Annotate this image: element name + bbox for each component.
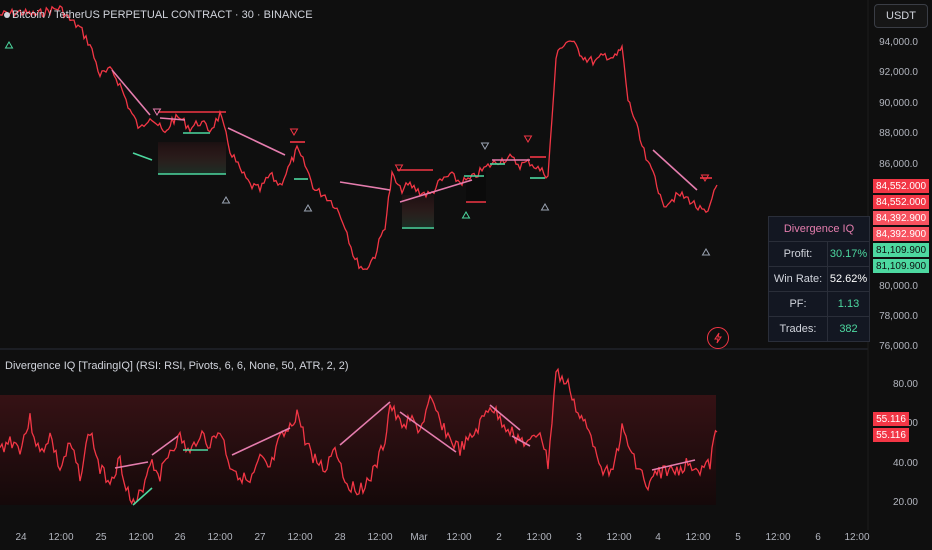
time-tick: 26 xyxy=(174,532,186,543)
time-tick: 12:00 xyxy=(685,532,711,543)
indicator-tick: 40.00 xyxy=(892,458,918,469)
divergence-line xyxy=(159,117,186,121)
buy-signal-marker xyxy=(221,196,231,204)
time-tick: Mar xyxy=(410,532,428,543)
stats-value: 52.62% xyxy=(829,273,868,285)
stats-key: Trades: xyxy=(769,317,828,341)
indicator-tick: 80.00 xyxy=(892,379,918,390)
price-tick: 76,000.0 xyxy=(879,341,918,352)
indicator-tick: 20.00 xyxy=(892,497,918,508)
time-tick: 5 xyxy=(735,532,741,543)
currency-button[interactable]: USDT xyxy=(874,4,928,28)
price-tick: 78,000.0 xyxy=(879,311,918,322)
rsi-divergence-line xyxy=(114,461,149,469)
indicator-value-label: 55.116 xyxy=(873,428,909,442)
buy-signal-marker xyxy=(303,204,313,212)
price-tick: 80,000.0 xyxy=(879,281,918,292)
price-label: 84,392.900 xyxy=(873,227,929,241)
trade-levels xyxy=(158,111,712,229)
time-tick: 2 xyxy=(496,532,502,543)
stats-title: Divergence IQ xyxy=(769,217,869,242)
divergence-line xyxy=(132,152,153,161)
time-tick: 12:00 xyxy=(446,532,472,543)
trade-zone-box xyxy=(158,142,226,174)
status-dot xyxy=(4,12,10,18)
stats-value: 382 xyxy=(839,323,858,335)
stats-row-profit: Profit: 30.17% xyxy=(769,242,869,267)
price-line xyxy=(0,5,718,271)
rsi-divergence-line xyxy=(231,427,291,456)
indicator-value-label: 55.116 xyxy=(873,412,909,426)
sell-signal-marker xyxy=(394,164,404,172)
price-label: 81,109.900 xyxy=(873,243,929,257)
sell-signal-marker xyxy=(289,128,299,136)
time-tick: 3 xyxy=(576,532,582,543)
stats-key: Win Rate: xyxy=(769,267,828,291)
time-tick: 28 xyxy=(334,532,346,543)
time-tick: 25 xyxy=(95,532,107,543)
price-tick: 90,000.0 xyxy=(879,98,918,109)
divergence-line xyxy=(399,179,473,203)
time-tick: 12:00 xyxy=(844,532,870,543)
price-series xyxy=(0,5,718,271)
stats-row-pf: PF: 1.13 xyxy=(769,292,869,317)
time-tick: 12:00 xyxy=(367,532,393,543)
buy-signal-marker xyxy=(4,41,14,49)
divergence-line xyxy=(339,181,391,191)
time-tick: 6 xyxy=(815,532,821,543)
rsi-divergence-line xyxy=(489,404,521,431)
time-tick: 27 xyxy=(254,532,266,543)
rsi-divergence-line xyxy=(151,435,179,456)
signal-markers xyxy=(4,41,711,256)
divergence-lines xyxy=(111,69,698,203)
price-tick: 88,000.0 xyxy=(879,128,918,139)
time-tick: 4 xyxy=(655,532,661,543)
rsi-divergence-line xyxy=(651,459,696,471)
divergence-stats-panel: Divergence IQ Profit: 30.17% Win Rate: 5… xyxy=(768,216,870,342)
rsi-divergence-line xyxy=(399,411,457,453)
time-tick: 12:00 xyxy=(207,532,233,543)
divergence-line xyxy=(227,127,286,156)
rsi-divergence-line xyxy=(339,401,391,446)
time-tick: 12:00 xyxy=(287,532,313,543)
stats-key: Profit: xyxy=(769,242,828,266)
indicator-band xyxy=(0,395,716,505)
rsi-series xyxy=(0,367,718,506)
symbol-title: Bitcoin / TetherUS PERPETUAL CONTRACT · … xyxy=(4,9,313,21)
stats-row-trades: Trades: 382 xyxy=(769,317,869,341)
divergence-line xyxy=(652,149,698,191)
time-tick: 12:00 xyxy=(765,532,791,543)
price-tick: 94,000.0 xyxy=(879,37,918,48)
sell-signal-marker xyxy=(480,142,490,150)
price-label: 84,552.000 xyxy=(873,179,929,193)
rsi-divergence-line xyxy=(132,487,153,506)
time-tick: 12:00 xyxy=(526,532,552,543)
stats-value: 1.13 xyxy=(837,298,860,310)
price-label: 81,109.900 xyxy=(873,259,929,273)
time-tick: 24 xyxy=(15,532,27,543)
buy-signal-marker xyxy=(461,211,471,219)
stats-row-winrate: Win Rate: 52.62% xyxy=(769,267,869,292)
buy-signal-marker xyxy=(540,203,550,211)
sell-signal-marker xyxy=(523,135,533,143)
stats-value: 30.17% xyxy=(829,248,868,260)
indicator-title[interactable]: Divergence IQ [TradingIQ] (RSI: RSI, Piv… xyxy=(5,360,349,372)
buy-signal-marker xyxy=(701,248,711,256)
price-label: 84,552.000 xyxy=(873,195,929,209)
price-label: 84,392.900 xyxy=(873,211,929,225)
time-tick: 12:00 xyxy=(128,532,154,543)
price-tick: 92,000.0 xyxy=(879,67,918,78)
sell-signal-marker xyxy=(152,108,162,116)
symbol-title-text: Bitcoin / TetherUS PERPETUAL CONTRACT · … xyxy=(12,9,313,21)
stats-key: PF: xyxy=(769,292,828,316)
rsi-divergence-line xyxy=(511,435,531,447)
sell-signal-marker xyxy=(700,174,710,182)
rsi-line xyxy=(0,367,718,505)
time-tick: 12:00 xyxy=(48,532,74,543)
divergence-line xyxy=(111,69,151,116)
time-tick: 12:00 xyxy=(606,532,632,543)
lightning-icon[interactable] xyxy=(707,327,729,349)
price-tick: 86,000.0 xyxy=(879,159,918,170)
